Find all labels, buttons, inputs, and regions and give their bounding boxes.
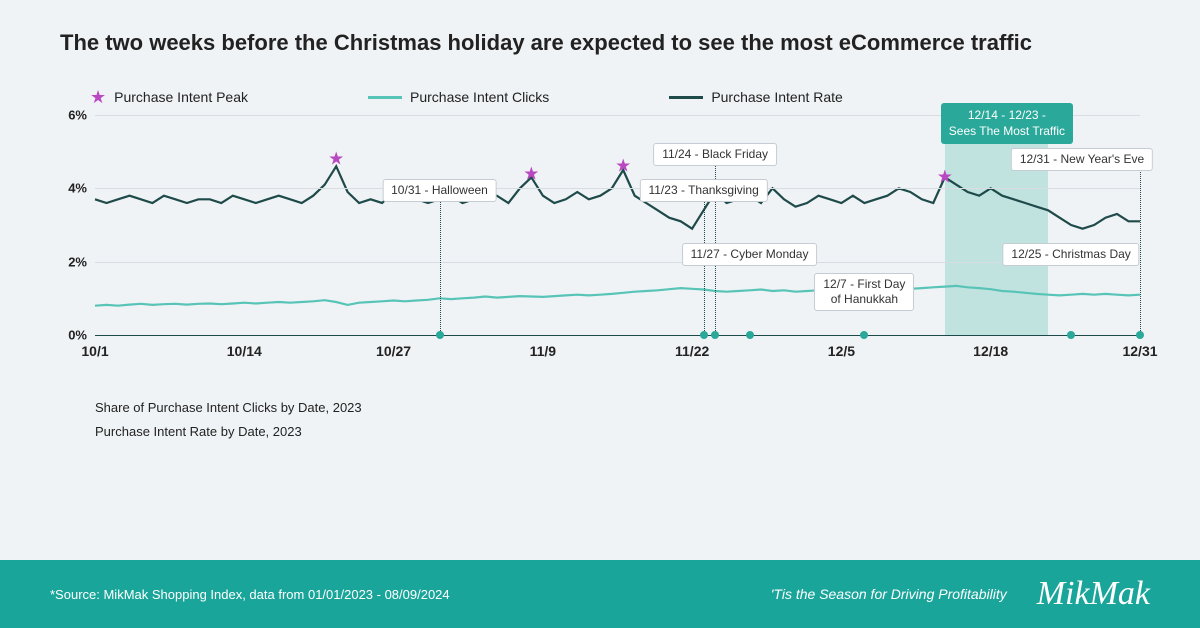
- peak-star-icon: ★: [615, 156, 631, 177]
- x-tick-label: 11/9: [530, 343, 556, 359]
- y-tick-label: 2%: [68, 254, 87, 269]
- gridline: [95, 188, 1140, 189]
- x-tick-label: 12/5: [828, 343, 855, 359]
- event-label: 10/31 - Halloween: [382, 179, 497, 202]
- event-label: 12/7 - First Dayof Hanukkah: [814, 273, 914, 311]
- peak-star-icon: ★: [937, 167, 953, 188]
- x-tick-label: 10/1: [81, 343, 108, 359]
- highlight-label: 12/14 - 12/23 -Sees The Most Traffic: [941, 103, 1073, 144]
- x-tick-label: 12/18: [973, 343, 1008, 359]
- footer-tagline: 'Tis the Season for Driving Profitabilit…: [771, 586, 1007, 602]
- legend-rate: Purchase Intent Rate: [669, 89, 843, 105]
- x-tick-label: 11/22: [675, 343, 709, 359]
- page-title: The two weeks before the Christmas holid…: [60, 30, 1032, 56]
- star-icon: ★: [90, 88, 106, 106]
- event-dot: [860, 331, 868, 339]
- legend-line-icon: [669, 96, 703, 99]
- chart-subtitle-2: Purchase Intent Rate by Date, 2023: [95, 424, 302, 439]
- chart-svg: [95, 115, 1140, 335]
- event-label: 12/31 - New Year's Eve: [1011, 148, 1153, 171]
- legend-rate-label: Purchase Intent Rate: [711, 89, 843, 105]
- event-dot: [700, 331, 708, 339]
- event-dot: [1067, 331, 1075, 339]
- footer-source: *Source: MikMak Shopping Index, data fro…: [50, 587, 450, 602]
- x-tick-label: 10/27: [376, 343, 411, 359]
- chart-plot: 0%2%4%6%10/110/1410/2711/911/2212/512/18…: [95, 115, 1140, 335]
- footer: *Source: MikMak Shopping Index, data fro…: [0, 560, 1200, 628]
- event-connector: [1140, 165, 1141, 335]
- legend-peak-label: Purchase Intent Peak: [114, 89, 248, 105]
- gridline: [95, 335, 1140, 336]
- event-dot: [436, 331, 444, 339]
- y-tick-label: 0%: [68, 328, 87, 343]
- gridline: [95, 262, 1140, 263]
- y-tick-label: 6%: [68, 108, 87, 123]
- legend-peak: ★ Purchase Intent Peak: [90, 88, 248, 106]
- event-label: 11/23 - Thanksgiving: [639, 179, 767, 202]
- legend-clicks-label: Purchase Intent Clicks: [410, 89, 549, 105]
- y-tick-label: 4%: [68, 181, 87, 196]
- chart-panel: The two weeks before the Christmas holid…: [0, 0, 1200, 560]
- event-connector: [440, 197, 441, 335]
- chart-subtitle-1: Share of Purchase Intent Clicks by Date,…: [95, 400, 362, 415]
- peak-star-icon: ★: [328, 149, 344, 170]
- legend-clicks: Purchase Intent Clicks: [368, 89, 549, 105]
- event-dot: [746, 331, 754, 339]
- event-dot: [711, 331, 719, 339]
- peak-star-icon: ★: [523, 163, 539, 184]
- event-label: 11/27 - Cyber Monday: [682, 243, 818, 266]
- legend-line-icon: [368, 96, 402, 99]
- x-tick-label: 12/31: [1122, 343, 1157, 359]
- event-dot: [1136, 331, 1144, 339]
- event-label: 12/25 - Christmas Day: [1002, 243, 1139, 266]
- mikmak-logo: MikMak: [1037, 575, 1150, 613]
- event-label: 11/24 - Black Friday: [653, 143, 777, 166]
- event-connector: [704, 197, 705, 335]
- x-tick-label: 10/14: [227, 343, 262, 359]
